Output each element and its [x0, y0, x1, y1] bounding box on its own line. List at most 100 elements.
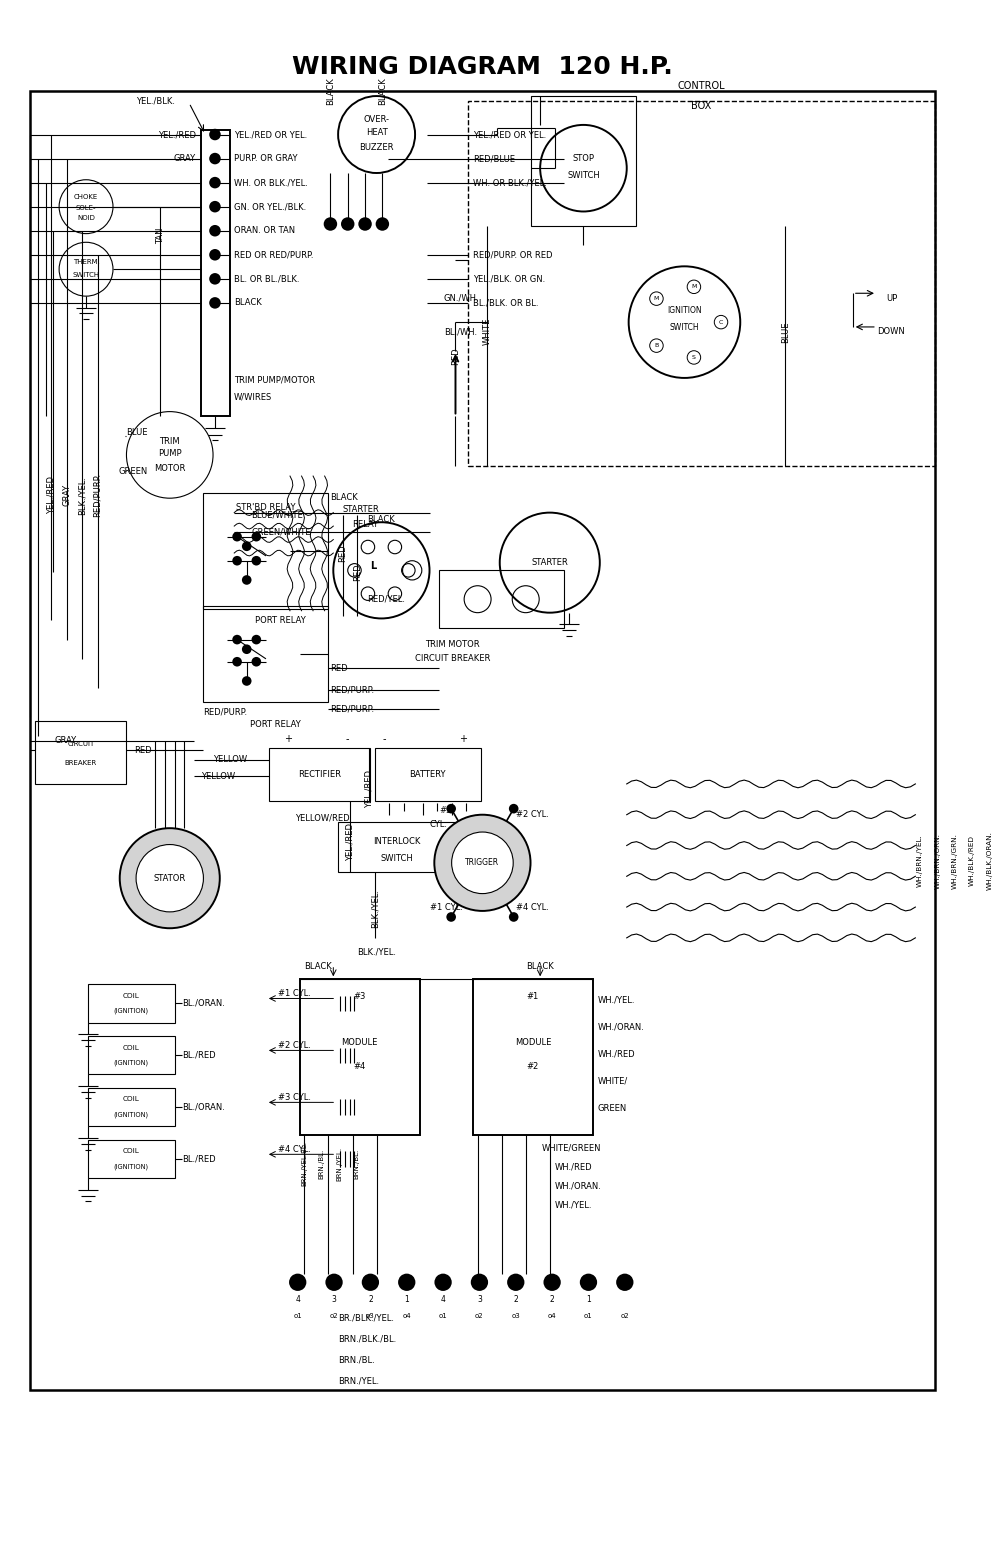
- Text: #3: #3: [354, 992, 366, 1001]
- Text: BL./WH.: BL./WH.: [444, 327, 477, 336]
- Text: STOP: STOP: [572, 155, 594, 163]
- Text: o3: o3: [366, 1312, 375, 1318]
- Text: #4: #4: [354, 1062, 366, 1071]
- Circle shape: [543, 1273, 561, 1290]
- Text: #1 CYL.: #1 CYL.: [278, 988, 311, 998]
- Circle shape: [232, 532, 242, 541]
- Text: BLACK: BLACK: [526, 962, 553, 971]
- Text: o3: o3: [511, 1312, 520, 1318]
- Bar: [338, 823, 455, 873]
- Bar: [35, 721, 126, 784]
- Circle shape: [232, 657, 242, 666]
- Text: SWITCH: SWITCH: [72, 272, 100, 278]
- Text: YELLOW/RED: YELLOW/RED: [295, 813, 349, 823]
- Bar: [300, 979, 420, 1135]
- Text: 1: 1: [586, 1295, 591, 1304]
- Text: #4 CYL.: #4 CYL.: [278, 1145, 311, 1154]
- Text: ORAN. OR TAN: ORAN. OR TAN: [234, 227, 295, 235]
- Text: M: M: [654, 296, 659, 302]
- Text: 2: 2: [513, 1295, 518, 1304]
- Text: PORT RELAY: PORT RELAY: [255, 616, 306, 626]
- Text: BLACK: BLACK: [330, 493, 358, 502]
- Text: THERM.: THERM.: [73, 258, 99, 264]
- Circle shape: [446, 804, 456, 813]
- Text: COIL: COIL: [123, 1148, 140, 1154]
- Bar: [203, 493, 328, 608]
- Text: CIRCUIT BREAKER: CIRCUIT BREAKER: [415, 654, 490, 663]
- Circle shape: [209, 200, 221, 213]
- Text: BLACK: BLACK: [304, 962, 332, 971]
- Text: YEL./BLK. OR GN.: YEL./BLK. OR GN.: [473, 274, 545, 283]
- Text: BLK./YEL.: BLK./YEL.: [357, 948, 396, 957]
- Circle shape: [232, 635, 242, 644]
- Text: UP: UP: [886, 294, 898, 302]
- Bar: [203, 605, 328, 702]
- Text: OVER-: OVER-: [364, 114, 390, 124]
- Text: o2: o2: [475, 1312, 484, 1318]
- Text: BL./ORAN.: BL./ORAN.: [182, 1103, 225, 1112]
- Text: #1 CYL.: #1 CYL.: [430, 902, 462, 912]
- Circle shape: [362, 1273, 379, 1290]
- Text: BLUE: BLUE: [126, 429, 148, 438]
- Text: WH./BRN./YEL.: WH./BRN./YEL.: [917, 835, 923, 887]
- Circle shape: [242, 541, 252, 551]
- Text: MODULE: MODULE: [342, 1038, 378, 1048]
- Text: o1: o1: [439, 1312, 447, 1318]
- Text: RED/PURP. OR RED: RED/PURP. OR RED: [473, 250, 552, 260]
- Circle shape: [242, 676, 252, 685]
- Bar: [375, 748, 481, 801]
- Text: STATOR: STATOR: [154, 874, 186, 882]
- Text: HEAT: HEAT: [366, 128, 387, 138]
- Circle shape: [289, 1273, 306, 1290]
- Text: WH./BRN./GRN.: WH./BRN./GRN.: [952, 834, 958, 888]
- Text: L: L: [371, 561, 377, 571]
- Text: CIRCUIT: CIRCUIT: [67, 740, 94, 746]
- Text: BRN./BL.: BRN./BL.: [338, 1356, 375, 1365]
- Bar: [269, 748, 370, 801]
- Text: MOTOR: MOTOR: [154, 465, 185, 472]
- Text: BL./ORAN.: BL./ORAN.: [182, 999, 225, 1007]
- Text: BUZZER: BUZZER: [359, 144, 394, 153]
- Text: 1: 1: [404, 1295, 409, 1304]
- Text: SWITCH: SWITCH: [567, 172, 600, 180]
- Text: o4: o4: [402, 1312, 411, 1318]
- Bar: [473, 979, 593, 1135]
- Circle shape: [509, 804, 519, 813]
- Text: BLK./YEL.: BLK./YEL.: [78, 475, 87, 515]
- Text: WH./YEL.: WH./YEL.: [555, 1201, 592, 1211]
- Text: -: -: [346, 734, 349, 744]
- Text: RED OR RED/PURP.: RED OR RED/PURP.: [234, 250, 314, 260]
- Text: GRAY: GRAY: [54, 737, 76, 744]
- Text: SOLE-: SOLE-: [76, 205, 96, 211]
- Text: BLUE: BLUE: [781, 321, 790, 343]
- Text: BLACK: BLACK: [326, 77, 335, 105]
- Text: WHITE: WHITE: [483, 317, 492, 346]
- Text: BREAKER: BREAKER: [65, 760, 97, 766]
- Text: BLACK: BLACK: [367, 515, 395, 524]
- Text: GRAY: GRAY: [62, 485, 71, 507]
- Text: GN. OR YEL./BLK.: GN. OR YEL./BLK.: [234, 202, 306, 211]
- Text: BL./RED: BL./RED: [182, 1154, 216, 1164]
- Text: RECTIFIER: RECTIFIER: [298, 771, 341, 779]
- Text: #1: #1: [527, 992, 539, 1001]
- Circle shape: [252, 555, 261, 566]
- Text: #3: #3: [439, 807, 452, 815]
- Text: COIL: COIL: [123, 993, 140, 998]
- Text: WH./ORAN.: WH./ORAN.: [598, 1023, 645, 1032]
- Text: PURP. OR GRAY: PURP. OR GRAY: [234, 155, 298, 163]
- Text: 2: 2: [550, 1295, 554, 1304]
- Text: +: +: [284, 734, 292, 744]
- Text: BL./RED: BL./RED: [182, 1051, 216, 1060]
- Text: 3: 3: [332, 1295, 336, 1304]
- Text: INTERLOCK: INTERLOCK: [373, 837, 420, 846]
- Text: (IGNITION): (IGNITION): [114, 1164, 149, 1170]
- Text: WH./RED: WH./RED: [598, 1049, 635, 1059]
- Circle shape: [252, 635, 261, 644]
- Text: BRN./YEL.: BRN./YEL.: [338, 1376, 379, 1386]
- Text: #3 CYL.: #3 CYL.: [278, 1093, 311, 1103]
- Text: TAN: TAN: [156, 227, 165, 244]
- Text: RED: RED: [338, 544, 347, 561]
- Text: IGNITION: IGNITION: [667, 307, 702, 314]
- Circle shape: [252, 657, 261, 666]
- Bar: [30, 91, 935, 1390]
